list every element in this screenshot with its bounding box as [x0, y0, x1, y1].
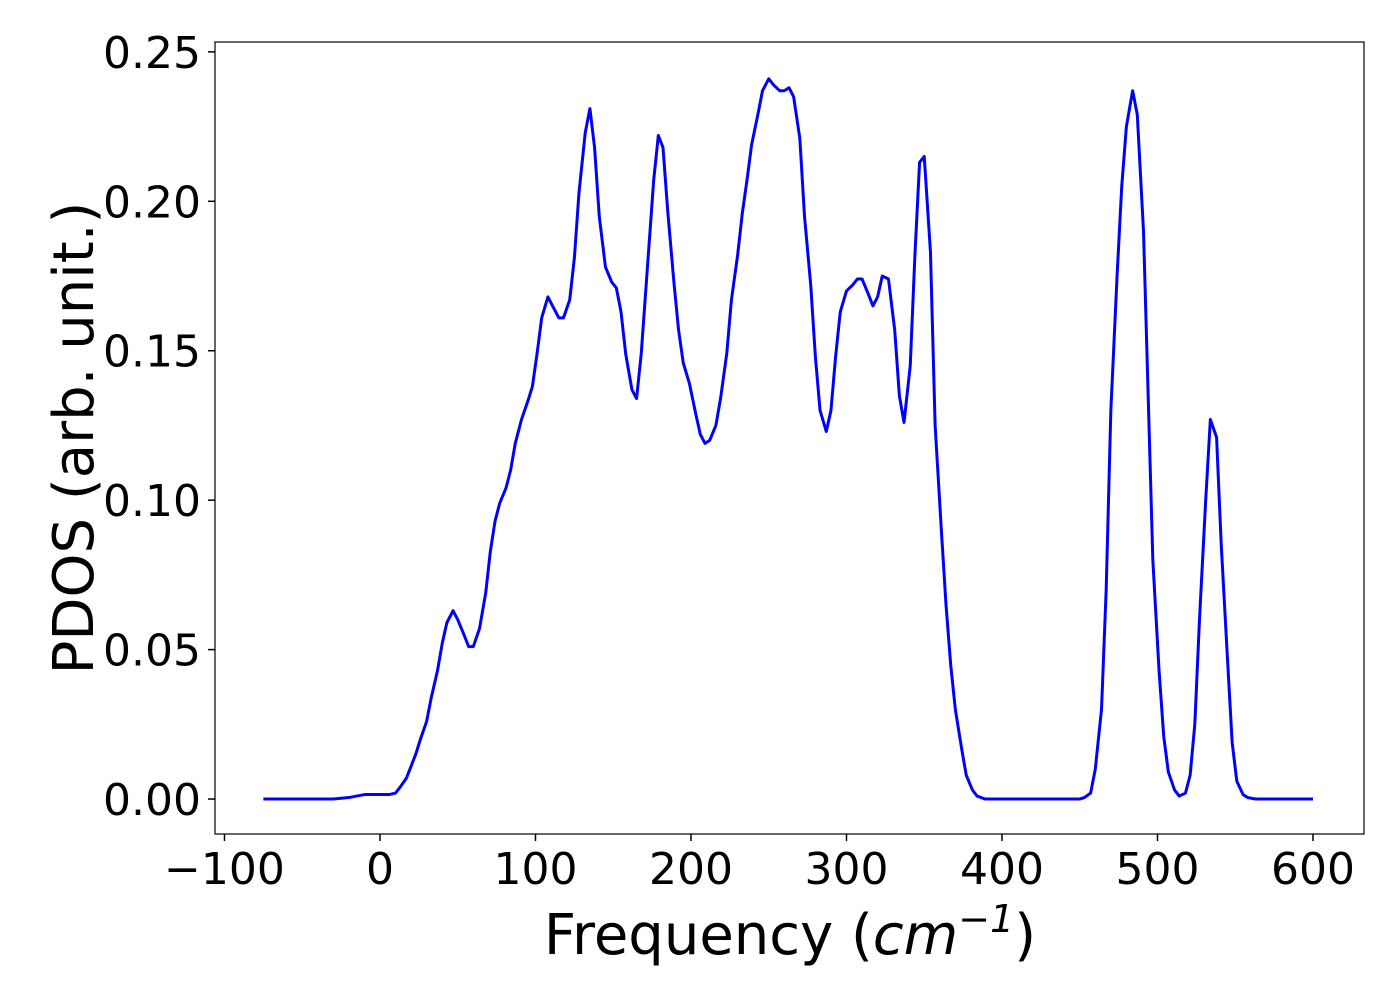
x-label-exponent: −1 [958, 897, 1014, 941]
y-tick-label: 0.00 [103, 775, 201, 826]
x-tick-label: 300 [804, 844, 888, 895]
y-tick-label: 0.25 [103, 28, 201, 79]
x-axis-label: Frequency (cm−1) [544, 897, 1036, 968]
x-tick-label: 600 [1271, 844, 1355, 895]
data-line [263, 77, 1313, 801]
y-tick-label: 0.10 [103, 476, 201, 527]
y-tick-label: 0.20 [103, 177, 201, 228]
x-tick-label: −100 [164, 844, 285, 895]
x-tick-label: 400 [960, 844, 1044, 895]
x-label-unit: cm [873, 903, 958, 968]
plot-frame [214, 41, 1365, 835]
y-tick-label: 0.15 [103, 327, 201, 378]
x-tick-label: 200 [649, 844, 733, 895]
x-label-text: Frequency ( [544, 903, 873, 968]
x-tick-label: 500 [1116, 844, 1200, 895]
y-axis-label: PDOS (arb. unit.) [42, 202, 107, 675]
x-tick-label: 0 [366, 844, 394, 895]
y-tick-label: 0.05 [103, 626, 201, 677]
x-tick-label: 100 [493, 844, 577, 895]
x-label-close: ) [1014, 903, 1036, 968]
